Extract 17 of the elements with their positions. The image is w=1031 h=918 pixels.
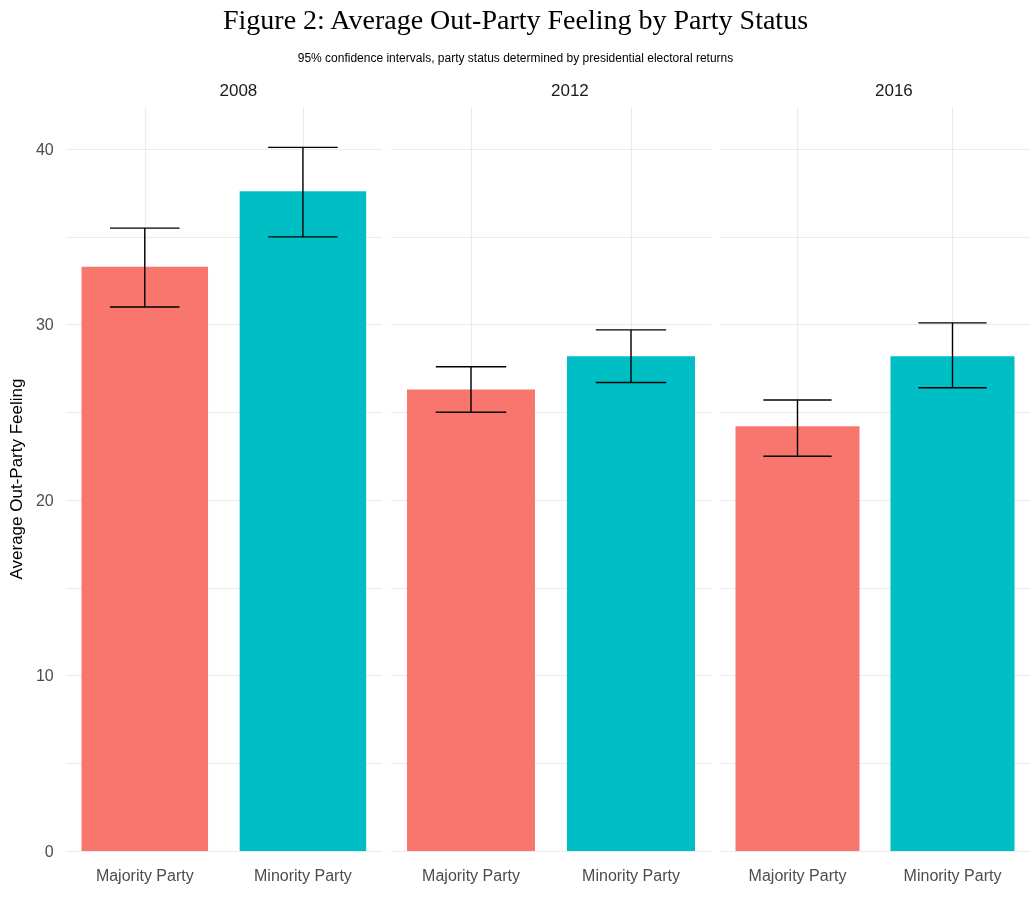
- x-tick-label: Majority Party: [748, 866, 847, 884]
- x-tick-label: Minority Party: [254, 866, 352, 884]
- x-tick-label: Majority Party: [95, 866, 194, 884]
- text: 2008: [219, 81, 258, 100]
- text: Figure 2: Average Out-Party Feeling by Party Status: [221, 4, 810, 36]
- x-tick-label: Majority Party: [422, 866, 520, 884]
- text: 2012: [551, 81, 589, 100]
- y-tick-label: 0: [44, 842, 54, 860]
- x-tick-label: Minority Party: [903, 866, 1002, 884]
- y-tick-label: 30: [35, 316, 54, 334]
- y-tick-label: 20: [35, 491, 54, 509]
- x-tick-label: Minority Party: [582, 866, 680, 884]
- text: 2016: [875, 81, 913, 100]
- y-tick-label: 10: [35, 667, 54, 685]
- text: 95% confidence intervals, party status determined by presidential electoral returns: [296, 51, 735, 65]
- y-axis-title: Average Out-Party Feeling: [7, 378, 26, 580]
- y-tick-label: 40: [35, 140, 54, 158]
